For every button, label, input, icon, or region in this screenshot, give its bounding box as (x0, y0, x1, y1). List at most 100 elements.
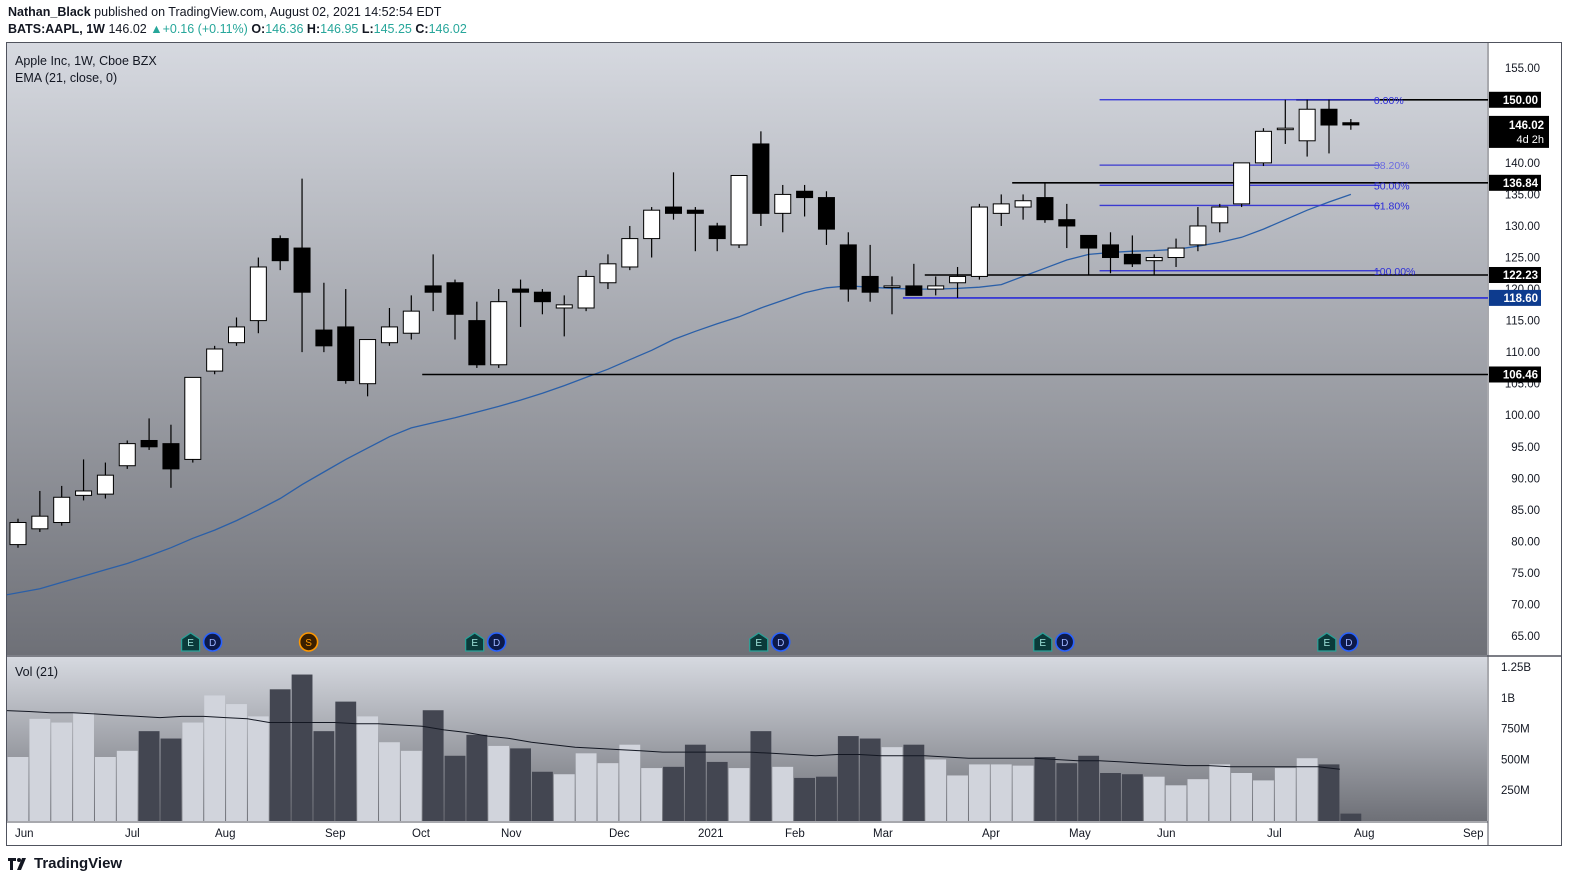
candle-body (1167, 247, 1185, 259)
candle-body (1102, 244, 1119, 259)
tradingview-logo[interactable]: TradingView (8, 855, 122, 872)
volume-bar (1100, 773, 1121, 821)
volume-bar (313, 731, 335, 821)
candle-body (599, 263, 617, 284)
volume-tick-label: 250M (1501, 785, 1530, 797)
price-tick-label: 95.00 (1511, 442, 1540, 454)
volume-bar (1165, 785, 1187, 821)
volume-bar (1340, 813, 1362, 821)
volume-ma-line (0, 709, 1340, 770)
volume-bar (29, 718, 51, 821)
price-tick-label: 155.00 (1505, 63, 1540, 75)
open-label: O: (251, 22, 266, 36)
candle-body (315, 329, 333, 347)
price-tick-label: 75.00 (1511, 568, 1540, 580)
candle-body (577, 275, 595, 309)
price-pane-bg (7, 43, 1487, 655)
low-value: 145.25 (373, 22, 412, 36)
time-tick-label: 2021 (698, 828, 724, 840)
symbol-label[interactable]: BATS:AAPL, 1W (8, 22, 105, 36)
time-axis-bg (7, 822, 1488, 845)
candle-body (424, 285, 442, 293)
candle-body (9, 522, 27, 546)
candle-body (686, 209, 704, 214)
fib-level-label: 50.00% (1374, 180, 1410, 192)
volume-bar (1318, 764, 1340, 821)
candle-body (31, 515, 49, 530)
time-tick-label: Jul (125, 828, 140, 840)
volume-bar (772, 766, 794, 821)
volume-bar (728, 768, 750, 821)
candle-body (730, 174, 748, 246)
level-price-tag (1489, 266, 1541, 283)
candle-body (490, 301, 508, 366)
open-value: 146.36 (265, 22, 304, 36)
volume-bar (531, 771, 553, 821)
volume-bar (750, 731, 772, 821)
volume-bar (641, 768, 663, 821)
volume-bar (51, 722, 73, 821)
countdown-label: 4d 2h (1516, 134, 1544, 146)
volume-bar (422, 710, 444, 821)
time-tick-label: Jul (1267, 828, 1282, 840)
last-price-tag (1489, 115, 1549, 148)
volume-bar (706, 761, 728, 821)
dividend-event-icon (1339, 632, 1359, 652)
candle-body (752, 143, 770, 214)
volume-bar (837, 736, 859, 821)
candle-body (337, 326, 355, 382)
brand-text: TradingView (34, 855, 123, 872)
candle-body (512, 288, 530, 293)
candle-body (1123, 253, 1141, 265)
price-tick-label: 135.00 (1505, 189, 1540, 201)
level-price-tag (1489, 366, 1541, 383)
candle-body (1254, 130, 1272, 164)
event-marker-letter: S (305, 638, 312, 649)
price-tick-label: 100.00 (1505, 410, 1540, 422)
volume-bar (990, 764, 1012, 821)
volume-bar (1274, 768, 1296, 821)
candle-body (1276, 127, 1294, 131)
candle-body (665, 206, 682, 214)
publish-text: published on TradingView.com, August 02,… (94, 5, 442, 19)
volume-bar (7, 757, 29, 821)
volume-legend[interactable]: Vol (21) (15, 665, 58, 679)
candle-body (118, 443, 136, 467)
volume-tick-label: 750M (1501, 724, 1530, 736)
candle-body (927, 285, 945, 290)
volume-bar (859, 738, 881, 821)
candle-body (970, 206, 988, 277)
candle-body (533, 291, 551, 303)
dividend-event-icon (486, 632, 507, 652)
event-marker-letter: D (209, 638, 216, 649)
chart-title[interactable]: Apple Inc, 1W, Cboe BZX (15, 54, 157, 68)
price-tick-label: 85.00 (1511, 505, 1540, 517)
volume-bar (1034, 757, 1056, 821)
volume-bar (903, 744, 925, 821)
event-marker-letter: E (1323, 638, 1330, 649)
last-price: 146.02 (108, 22, 147, 36)
ema-legend[interactable]: EMA (21, close, 0) (15, 71, 117, 85)
candle-body (774, 193, 792, 214)
volume-bar (247, 716, 269, 821)
publish-info: Nathan_Black published on TradingView.co… (8, 5, 441, 19)
volume-bar (400, 750, 422, 821)
level-price-tag (1489, 91, 1541, 108)
volume-bar (94, 757, 116, 821)
time-tick-label: Sep (1463, 828, 1483, 840)
time-tick-label: Nov (501, 828, 522, 840)
candle-body (96, 474, 114, 495)
volume-bar (204, 695, 226, 821)
price-tick-label: 125.00 (1505, 253, 1540, 265)
author-name[interactable]: Nathan_Black (8, 5, 91, 19)
dividend-event-icon (202, 632, 223, 652)
candle-body (1298, 108, 1316, 142)
volume-bar (619, 744, 641, 821)
candle-body (228, 326, 245, 344)
chart-frame[interactable]: 0.00% 38.20% 50.00% 61.80% 100.00% E D S E D E D E D… (0, 42, 1562, 846)
earnings-event-icon (181, 632, 201, 652)
split-event-icon (298, 632, 319, 652)
volume-bar (1121, 774, 1143, 821)
price-chart[interactable]: 0.00% 38.20% 50.00% 61.80% 100.00% E D S E D E D E D… (0, 43, 1561, 845)
volume-bar (291, 674, 313, 821)
